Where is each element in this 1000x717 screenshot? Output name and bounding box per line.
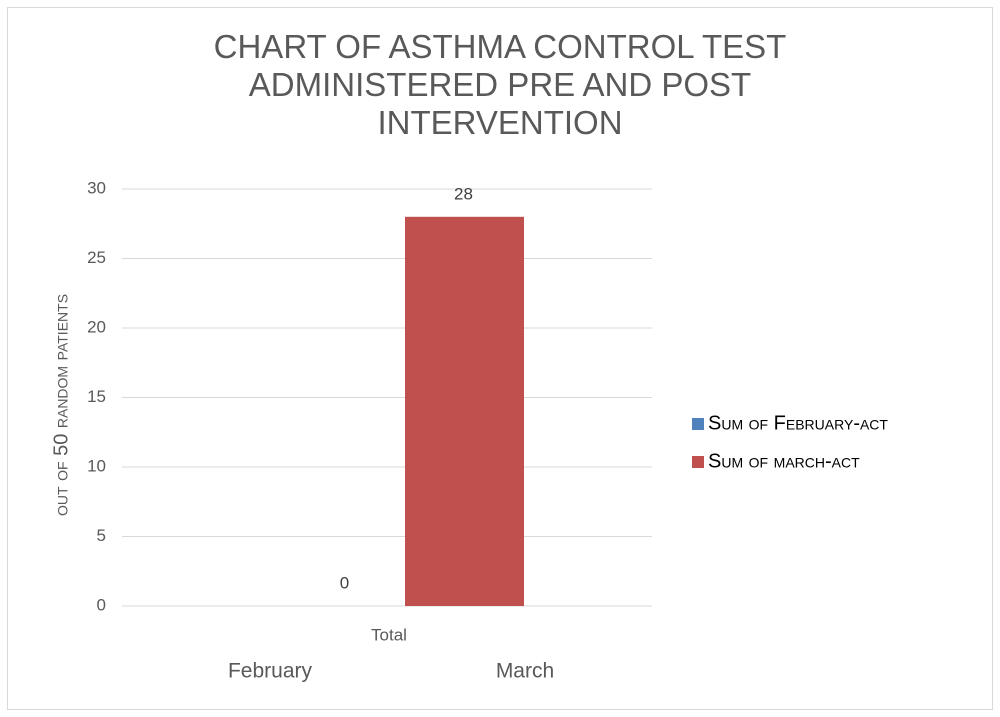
legend-swatch [692,418,704,430]
y-tick-label: 10 [87,456,106,475]
data-label: 28 [454,184,473,203]
x-sublabel: February [228,660,313,683]
x-tick-label: Total [371,625,407,644]
chart-title: CHART OF ASTHMA CONTROL TEST ADMINISTERE… [213,28,787,141]
x-sublabel: March [496,660,554,683]
y-tick-label: 5 [97,526,106,545]
y-tick-label: 25 [87,248,106,267]
y-tick-label: 15 [87,387,106,406]
y-tick-label: 20 [87,317,106,336]
y-axis-label: out of 50 random patients [50,294,72,516]
legend-label: Sum of February-act [708,412,888,434]
legend-label: Sum of march-act [708,450,860,472]
y-tick-label: 30 [87,178,106,197]
legend-swatch [692,456,704,468]
bar [405,216,524,607]
data-label: 0 [340,573,349,592]
y-tick-label: 0 [97,595,106,614]
